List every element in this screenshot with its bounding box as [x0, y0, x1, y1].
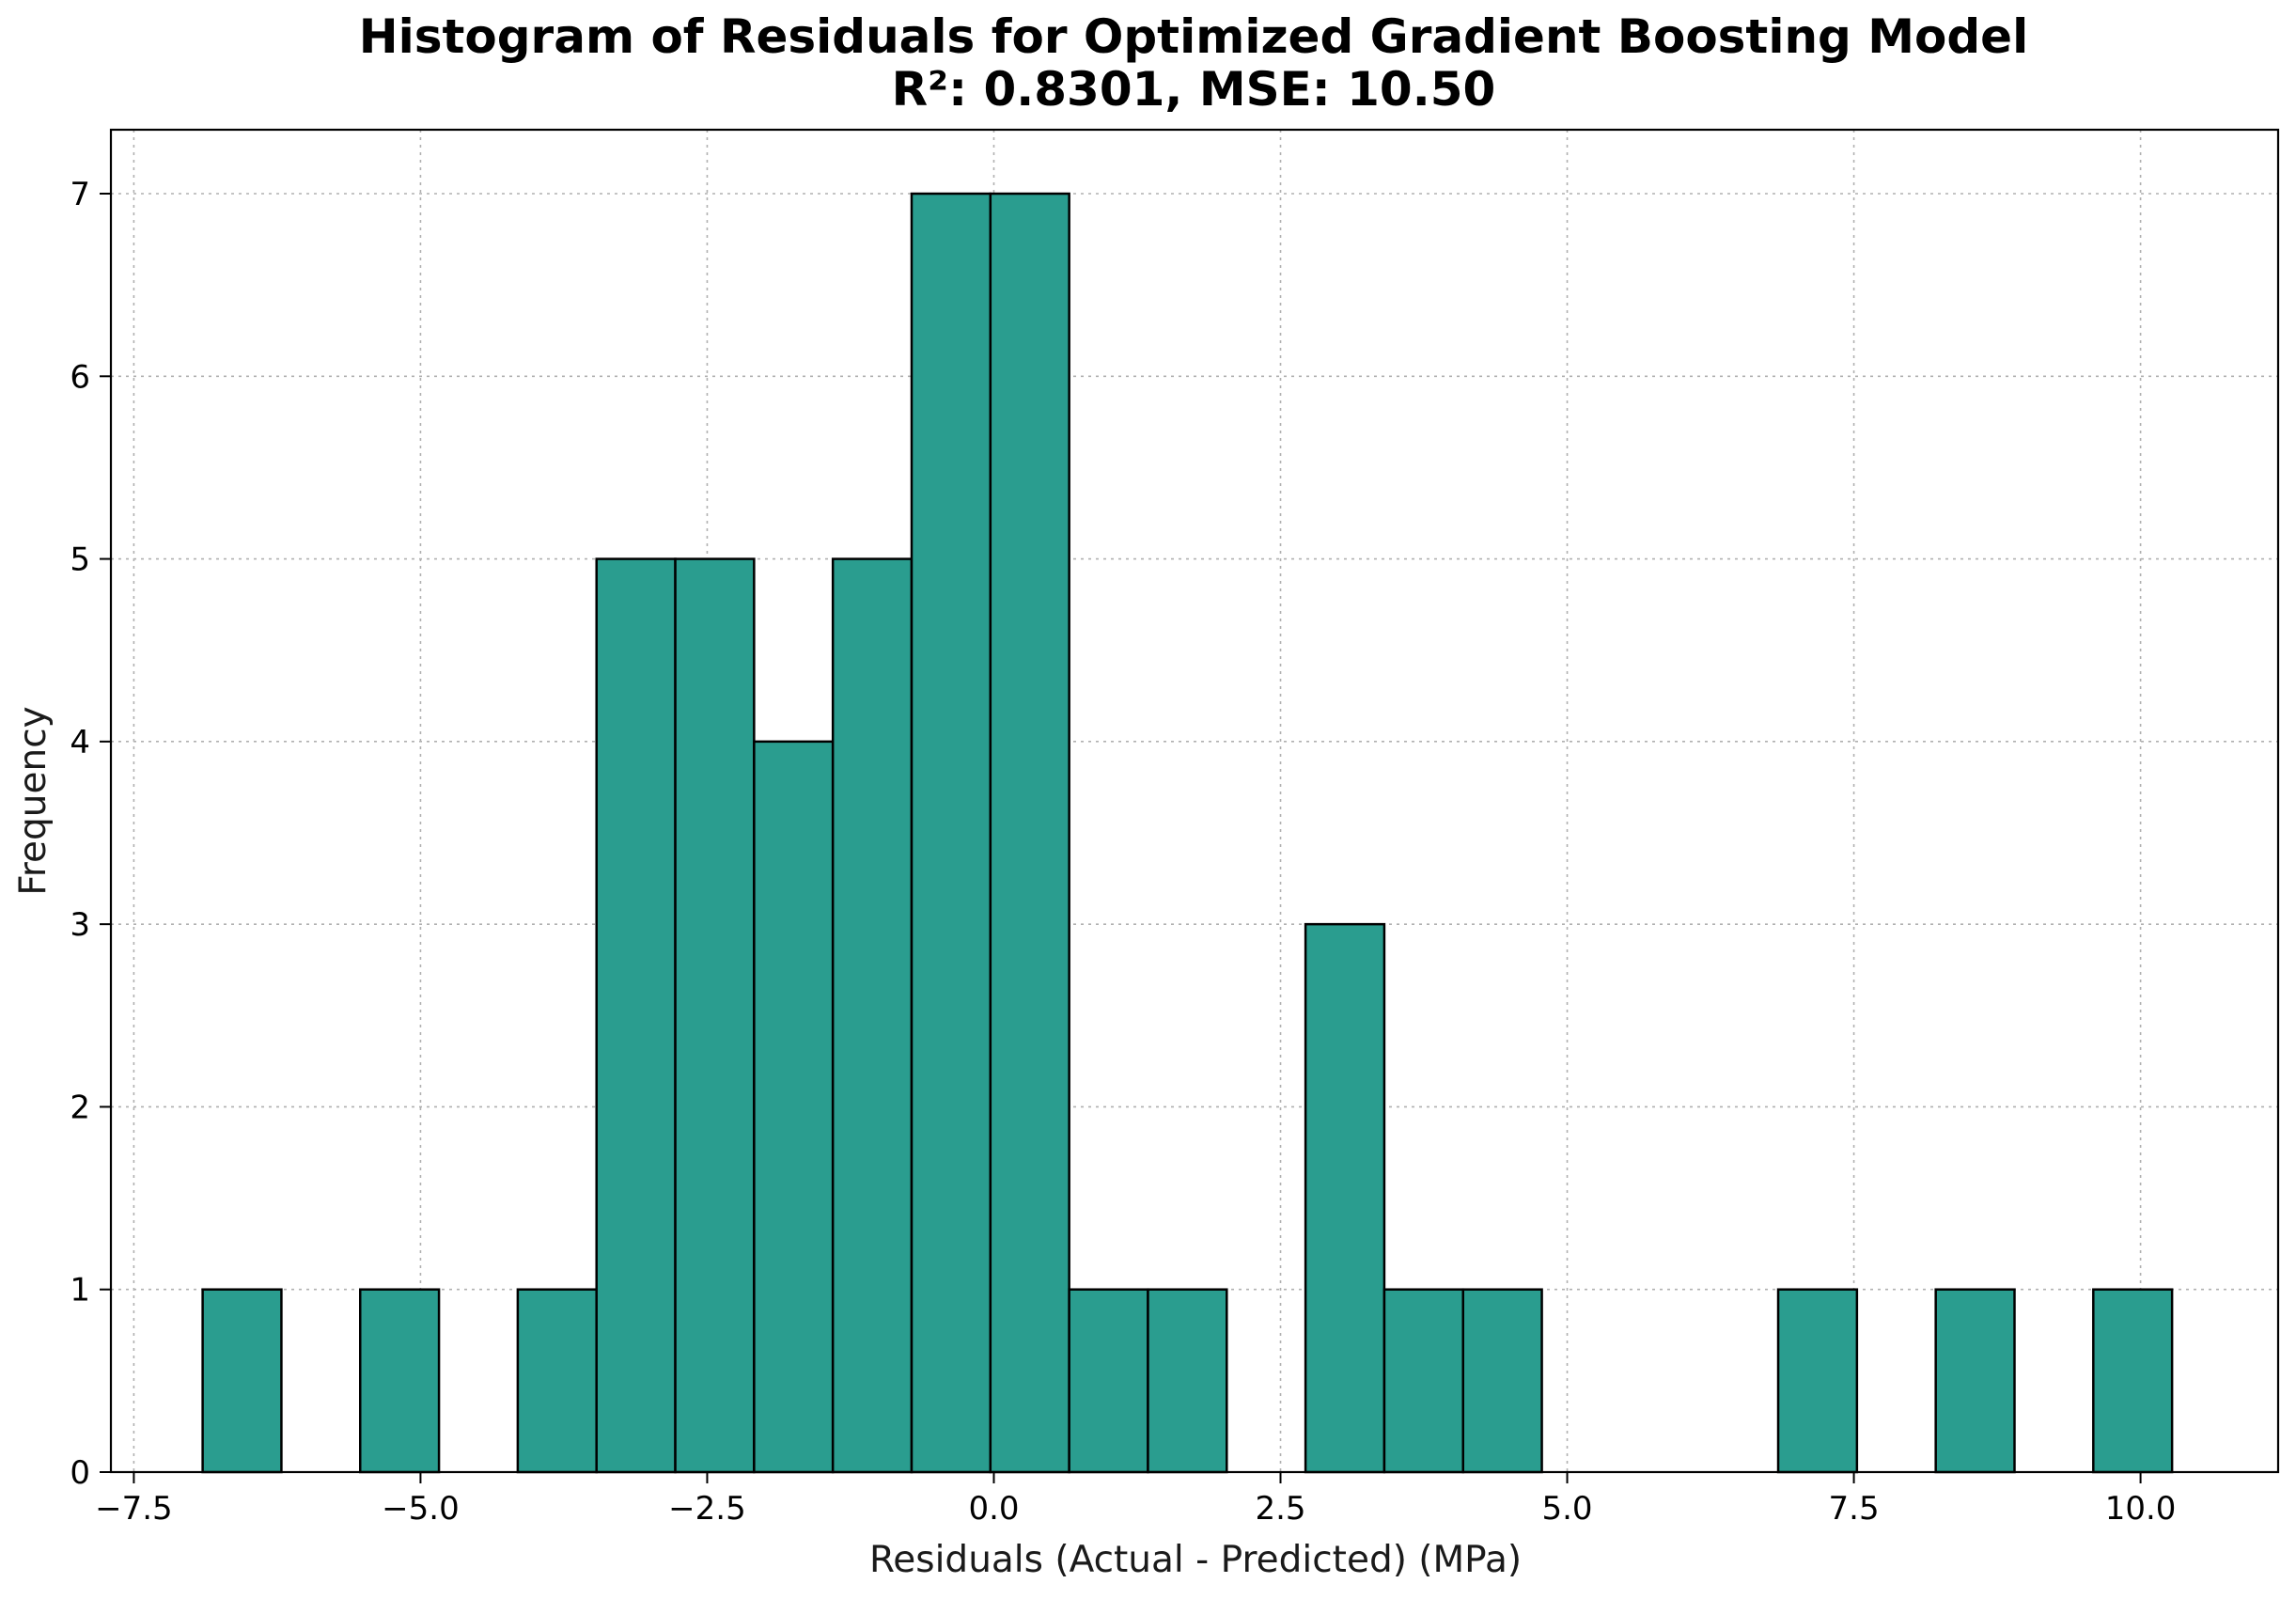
histogram-bar-16: [1461, 1288, 1543, 1474]
y-tick-label-3: 3: [70, 906, 90, 944]
x-axis-label: Residuals (Actual - Predicted) (MPa): [869, 1539, 1522, 1581]
histogram-bar-9: [910, 192, 992, 1474]
histogram-bar-24: [2092, 1288, 2174, 1474]
histogram-bars: [201, 192, 2174, 1474]
y-tick-label-5: 5: [70, 541, 90, 579]
histogram-bar-5: [595, 557, 677, 1474]
y-tick-label-6: 6: [70, 358, 90, 396]
histogram-bar-20: [1776, 1288, 1859, 1474]
y-axis-label: Frequency: [12, 706, 55, 895]
grid-lines: [111, 130, 2278, 1473]
histogram-bar-22: [1934, 1288, 2016, 1474]
y-tick-label-1: 1: [70, 1272, 90, 1309]
y-axis-ticks: 0 1 2 3 4 5 6 7: [70, 176, 111, 1492]
x-tick-label-2: −2.5: [668, 1490, 746, 1528]
histogram-bar-4: [516, 1288, 598, 1474]
histogram-bar-2: [359, 1288, 441, 1474]
x-tick-label-7: 10.0: [2105, 1490, 2177, 1528]
histogram-bar-0: [201, 1288, 283, 1474]
y-tick-label-0: 0: [70, 1454, 90, 1492]
histogram-bar-8: [831, 557, 914, 1474]
histogram-bar-6: [674, 557, 756, 1474]
histogram-bar-15: [1382, 1288, 1464, 1474]
y-tick-label-4: 4: [70, 724, 90, 761]
chart-title: Histogram of Residuals for Optimized Gra…: [359, 9, 2028, 64]
x-axis-ticks: −7.5 −5.0 −2.5 0.0 2.5 5.0 7.5 10.0: [95, 1472, 2176, 1528]
histogram-bar-11: [1068, 1288, 1149, 1474]
x-tick-label-6: 7.5: [1829, 1490, 1880, 1528]
x-tick-label-1: −5.0: [382, 1490, 460, 1528]
x-tick-label-0: −7.5: [95, 1490, 173, 1528]
x-tick-label-4: 2.5: [1255, 1490, 1305, 1528]
histogram-bar-7: [753, 740, 835, 1474]
plot-area-frame: [109, 128, 2280, 1474]
histogram-bar-10: [989, 192, 1070, 1474]
chart-subtitle: R²: 0.8301, MSE: 10.50: [892, 62, 1496, 117]
x-tick-label-5: 5.0: [1541, 1490, 1592, 1528]
y-tick-label-7: 7: [70, 176, 90, 213]
histogram-bar-12: [1147, 1288, 1228, 1474]
x-tick-label-3: 0.0: [968, 1490, 1019, 1528]
histogram-bar-14: [1304, 922, 1386, 1474]
y-tick-label-2: 2: [70, 1089, 90, 1126]
